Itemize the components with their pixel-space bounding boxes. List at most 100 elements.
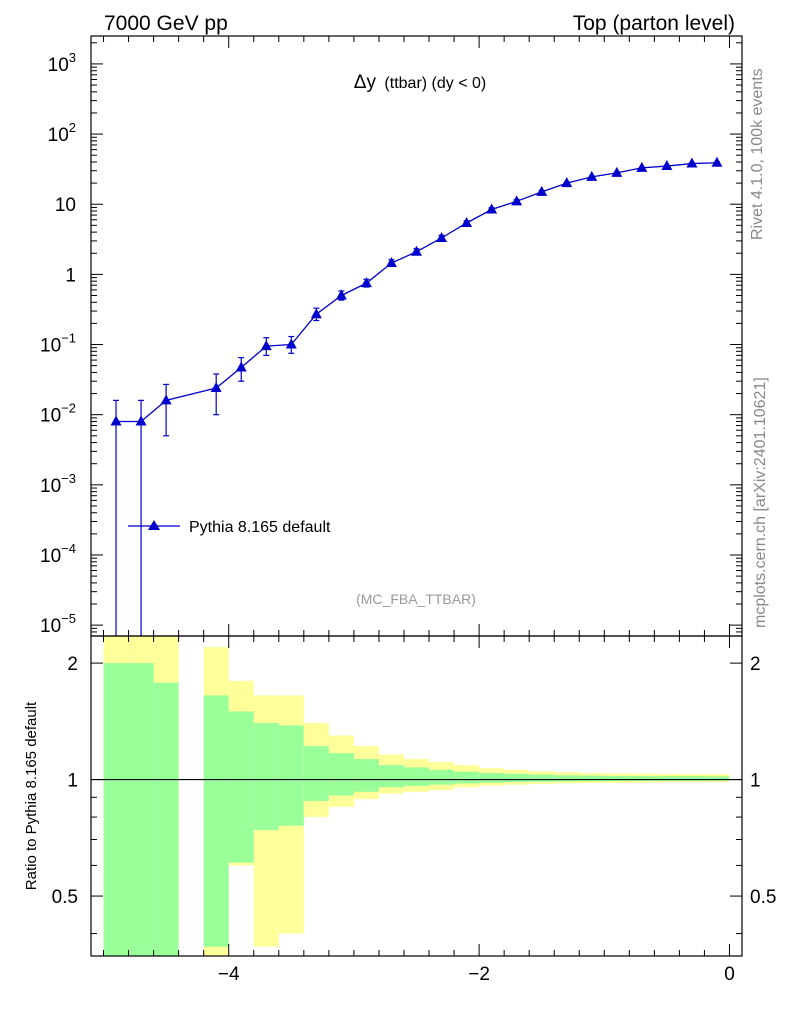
data-point — [135, 415, 147, 426]
ratio-band-inner-13 — [454, 771, 480, 784]
ratio-band-inner-1 — [128, 663, 154, 956]
legend-marker — [148, 520, 160, 530]
ratio-band-inner-15 — [504, 773, 530, 783]
upper-y-tick-label: 10−1 — [40, 331, 76, 357]
data-point — [586, 170, 598, 181]
lower-axis-ticks: 2 2 1 1 0.5 0.5 −4 −2 0 — [52, 636, 776, 985]
ratio-band-inner-5 — [253, 723, 279, 831]
ratio-x-tick-label: −4 — [218, 964, 240, 985]
legend-label: Pythia 8.165 default — [189, 519, 331, 536]
ratio-band-inner-0 — [103, 663, 129, 956]
data-point — [110, 415, 122, 426]
ratio-band-inner-4 — [228, 711, 254, 863]
ratio-y-tick-label-left: 2 — [67, 654, 78, 675]
data-point — [711, 156, 723, 167]
ratio-band-inner-3 — [203, 695, 229, 947]
data-point — [210, 382, 222, 393]
data-point — [611, 166, 623, 177]
data-point — [661, 160, 673, 171]
tick-mantissa: 10 — [40, 406, 61, 427]
ratio-band-inner-9 — [353, 759, 379, 792]
data-point — [486, 203, 498, 214]
ratio-band-inner-22 — [679, 776, 705, 781]
ratio-y-tick-label-right: 1 — [750, 771, 761, 792]
data-point — [160, 394, 172, 405]
tick-exponent: 3 — [69, 50, 76, 65]
upper-y-tick-label: 10−5 — [40, 611, 76, 637]
data-point — [436, 231, 448, 242]
data-point — [636, 161, 648, 172]
data-point — [260, 340, 272, 351]
ratio-band-inner-10 — [378, 765, 404, 788]
tick-exponent: −3 — [61, 471, 76, 486]
ratio-y-tick-label-left: 1 — [67, 771, 78, 792]
legend: Pythia 8.165 default — [128, 519, 331, 536]
plot-title-symbol: Δy — [354, 72, 377, 93]
ratio-plot-frame — [90, 635, 743, 957]
ratio-band-inner-16 — [529, 774, 555, 782]
tick-mantissa: 10 — [40, 336, 61, 357]
data-point — [385, 257, 397, 268]
ratio-bands — [103, 636, 730, 956]
data-point — [511, 195, 523, 206]
plot-title: Δy (ttbar) (dy < 0) — [354, 72, 486, 93]
tick-exponent: −1 — [61, 331, 76, 346]
ratio-y-tick-label-right: 0.5 — [750, 887, 776, 908]
upper-y-tick-label: 102 — [48, 120, 76, 146]
data-point — [561, 177, 573, 188]
rivet-version-label: Rivet 4.1.0, 100k events — [749, 68, 766, 240]
upper-y-tick-label: 10 — [55, 195, 76, 216]
ratio-band-inner-23 — [704, 776, 730, 781]
data-point — [235, 361, 247, 372]
ratio-band-inner-6 — [278, 725, 304, 826]
data-point — [310, 308, 322, 319]
header-left-label: 7000 GeV pp — [104, 12, 228, 35]
data-point — [411, 245, 422, 256]
ratio-band-inner-11 — [403, 767, 430, 786]
ratio-band-inner-19 — [604, 775, 630, 782]
upper-y-tick-label: 10−2 — [40, 401, 76, 427]
upper-y-tick-label: 103 — [48, 50, 76, 76]
upper-plot-frame — [90, 35, 743, 637]
ratio-band-inner-14 — [479, 772, 505, 783]
tick-mantissa: 10 — [40, 616, 61, 637]
header-right-label: Top (parton level) — [573, 12, 735, 35]
tick-exponent: −2 — [61, 401, 76, 416]
ratio-band-inner-12 — [429, 769, 455, 785]
upper-y-tick-label: 10−3 — [40, 471, 76, 497]
data-point — [686, 157, 698, 168]
ratio-band-inner-2 — [153, 682, 179, 956]
series-line — [116, 162, 717, 423]
tick-mantissa: 10 — [48, 55, 69, 76]
ratio-band-inner-8 — [328, 753, 354, 796]
ratio-band-inner-7 — [303, 746, 329, 802]
data-point — [285, 338, 297, 349]
source-label: mcplots.cern.ch [arXiv:2401.10621] — [752, 377, 769, 628]
tick-mantissa: 10 — [48, 125, 69, 146]
data-point — [360, 277, 372, 288]
upper-y-tick-label: 1 — [65, 265, 76, 286]
ratio-band-inner-21 — [654, 776, 680, 781]
ratio-x-tick-label: −2 — [468, 964, 490, 985]
tick-exponent: 2 — [69, 120, 76, 135]
ratio-y-tick-label-left: 0.5 — [52, 887, 78, 908]
ratio-band-inner-18 — [579, 775, 605, 782]
data-point — [461, 216, 473, 227]
ratio-y-axis-label: Ratio to Pythia 8.165 default — [23, 701, 40, 890]
data-point — [536, 185, 548, 196]
data-point — [335, 289, 347, 300]
tick-mantissa: 10 — [40, 546, 61, 567]
analysis-label: (MC_FBA_TTBAR) — [356, 591, 476, 607]
tick-mantissa: 10 — [40, 476, 61, 497]
upper-y-tick-label: 10−4 — [40, 541, 76, 567]
tick-mantissa: 10 — [55, 195, 76, 216]
tick-mantissa: 1 — [65, 265, 76, 286]
plot-title-rest: (ttbar) (dy < 0) — [384, 75, 486, 92]
ratio-band-inner-20 — [629, 776, 655, 781]
tick-exponent: −4 — [61, 541, 76, 556]
ratio-x-tick-label: 0 — [724, 964, 735, 985]
series-layer — [110, 156, 723, 636]
ratio-y-tick-label-right: 2 — [750, 654, 761, 675]
